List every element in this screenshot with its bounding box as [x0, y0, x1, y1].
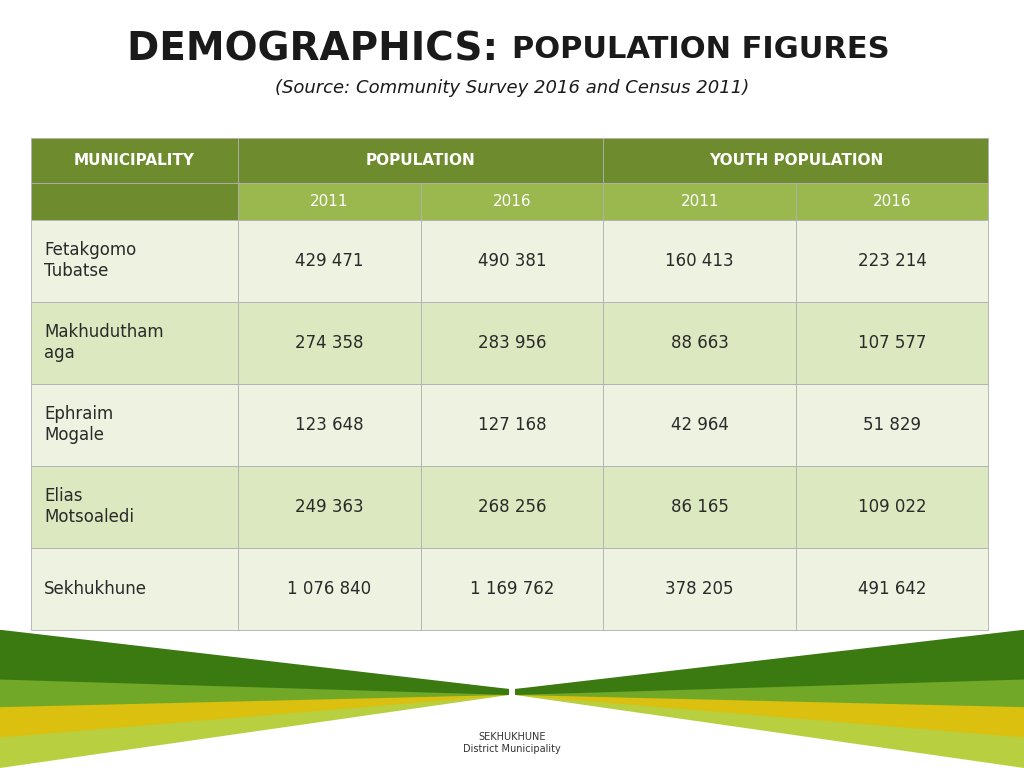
Text: MUNICIPALITY: MUNICIPALITY — [74, 153, 195, 168]
Text: Sekhukhune: Sekhukhune — [44, 580, 147, 598]
Text: 223 214: 223 214 — [858, 252, 927, 270]
Text: Ephraim
Mogale: Ephraim Mogale — [44, 406, 114, 444]
Polygon shape — [0, 689, 509, 768]
Text: 1 076 840: 1 076 840 — [287, 580, 371, 598]
Text: 42 964: 42 964 — [671, 415, 729, 434]
Polygon shape — [515, 689, 1024, 768]
Polygon shape — [515, 668, 1024, 707]
Text: 88 663: 88 663 — [671, 333, 729, 352]
Text: 2016: 2016 — [872, 194, 911, 209]
Text: 429 471: 429 471 — [295, 252, 364, 270]
Text: 123 648: 123 648 — [295, 415, 364, 434]
Text: 490 381: 490 381 — [478, 252, 546, 270]
Text: 51 829: 51 829 — [863, 415, 922, 434]
Text: Makhudutham
aga: Makhudutham aga — [44, 323, 164, 362]
Polygon shape — [515, 689, 1024, 737]
Text: 2016: 2016 — [493, 194, 531, 209]
Text: 2011: 2011 — [310, 194, 348, 209]
Text: SEKHUKHUNE
District Municipality: SEKHUKHUNE District Municipality — [463, 733, 561, 754]
Text: POPULATION: POPULATION — [366, 153, 475, 168]
Text: 109 022: 109 022 — [858, 498, 927, 516]
Polygon shape — [515, 630, 1024, 695]
Text: 160 413: 160 413 — [666, 252, 734, 270]
Polygon shape — [0, 689, 509, 737]
Text: 491 642: 491 642 — [858, 580, 927, 598]
Polygon shape — [0, 630, 509, 695]
Text: 274 358: 274 358 — [295, 333, 364, 352]
Text: 378 205: 378 205 — [666, 580, 734, 598]
Text: 283 956: 283 956 — [478, 333, 546, 352]
Polygon shape — [0, 668, 509, 707]
Text: 249 363: 249 363 — [295, 498, 364, 516]
Text: (Source: Community Survey 2016 and Census 2011): (Source: Community Survey 2016 and Censu… — [274, 79, 750, 98]
Text: 107 577: 107 577 — [858, 333, 927, 352]
Text: YOUTH POPULATION: YOUTH POPULATION — [709, 153, 883, 168]
Text: 2011: 2011 — [681, 194, 719, 209]
Text: Fetakgomo
Tubatse: Fetakgomo Tubatse — [44, 241, 136, 280]
Text: Elias
Motsoaledi: Elias Motsoaledi — [44, 488, 134, 526]
Text: 268 256: 268 256 — [478, 498, 546, 516]
Text: POPULATION FIGURES: POPULATION FIGURES — [512, 35, 890, 65]
Text: DEMOGRAPHICS:: DEMOGRAPHICS: — [127, 31, 512, 69]
Text: 1 169 762: 1 169 762 — [470, 580, 554, 598]
Text: 127 168: 127 168 — [477, 415, 547, 434]
Text: 86 165: 86 165 — [671, 498, 729, 516]
